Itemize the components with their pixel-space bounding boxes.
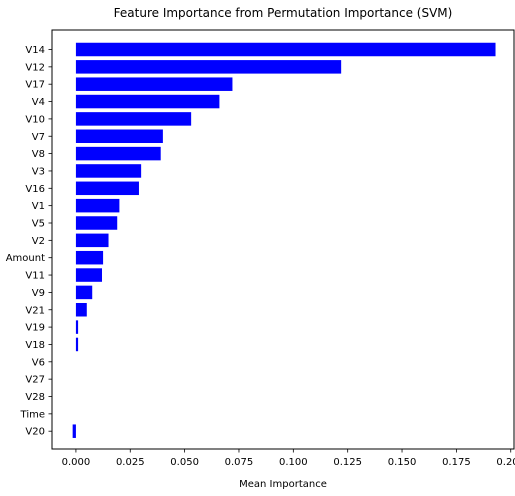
bar-v21 <box>75 303 87 317</box>
y-tick-label: V17 <box>25 80 45 91</box>
x-tick-label: 0.075 <box>225 457 254 468</box>
x-tick-label: 0.000 <box>62 457 91 468</box>
y-axis-ticks: V14 V12 V17 V4 V10 V7 V8 V3 V16 V1 V5 V2 Amount V11 V9… <box>6 45 52 438</box>
y-tick-label: V14 <box>25 45 45 56</box>
plot-frame <box>51 29 515 450</box>
bar-v5 <box>75 216 118 230</box>
x-tick-label: 0.050 <box>170 457 199 468</box>
y-tick-label: V20 <box>25 427 45 438</box>
y-tick-label: V10 <box>25 114 45 125</box>
y-tick-label: V18 <box>25 340 45 351</box>
y-tick-label: V16 <box>25 184 45 195</box>
bar-v1 <box>75 198 120 213</box>
bar-v17 <box>75 77 233 91</box>
y-tick-label: V21 <box>25 305 45 316</box>
x-tick-label: 0.125 <box>333 457 362 468</box>
y-tick-label: V3 <box>32 166 45 177</box>
y-tick-label: V11 <box>25 271 45 282</box>
y-tick-label: V7 <box>32 132 45 143</box>
y-tick-label: V6 <box>32 357 45 368</box>
y-tick-label: V27 <box>25 375 45 386</box>
bar-v11 <box>75 268 103 282</box>
x-axis-ticks: 0.000 0.025 0.050 0.075 0.100 0.125 0.150 0.175… <box>62 449 515 468</box>
x-tick-label: 0.200 <box>496 457 515 468</box>
y-tick-label: V8 <box>32 149 45 160</box>
bar-v10 <box>75 112 192 126</box>
bar-v19 <box>75 320 79 334</box>
bar-amount <box>75 250 104 265</box>
bar-v8 <box>75 146 161 161</box>
y-tick-label: V9 <box>32 288 45 299</box>
bar-v16 <box>75 181 139 196</box>
x-tick-label: 0.100 <box>279 457 308 468</box>
y-tick-label: V28 <box>25 392 45 403</box>
y-tick-label: V5 <box>32 219 45 230</box>
y-tick-label: V2 <box>32 236 45 247</box>
y-tick-label: Time <box>20 409 45 420</box>
y-tick-label: V12 <box>25 62 45 73</box>
x-tick-label: 0.175 <box>442 457 471 468</box>
y-tick-label: V4 <box>32 97 45 108</box>
bar-v18 <box>75 337 79 352</box>
bar-v2 <box>75 233 109 248</box>
y-tick-label: Amount <box>6 253 45 264</box>
bar-v20 <box>72 424 76 438</box>
bar-v3 <box>75 164 142 178</box>
x-tick-label: 0.150 <box>388 457 417 468</box>
y-tick-label: V19 <box>25 323 45 334</box>
bar-v14 <box>75 42 496 57</box>
chart-title: Feature Importance from Permutation Impo… <box>114 6 453 20</box>
x-axis-label: Mean Importance <box>239 479 327 490</box>
bar-v9 <box>75 285 93 300</box>
bars-layer <box>72 42 496 438</box>
y-tick-label: V1 <box>32 201 45 212</box>
bar-v7 <box>75 129 163 143</box>
bar-v4 <box>75 94 220 109</box>
bar-v12 <box>75 60 342 74</box>
x-tick-label: 0.025 <box>116 457 145 468</box>
